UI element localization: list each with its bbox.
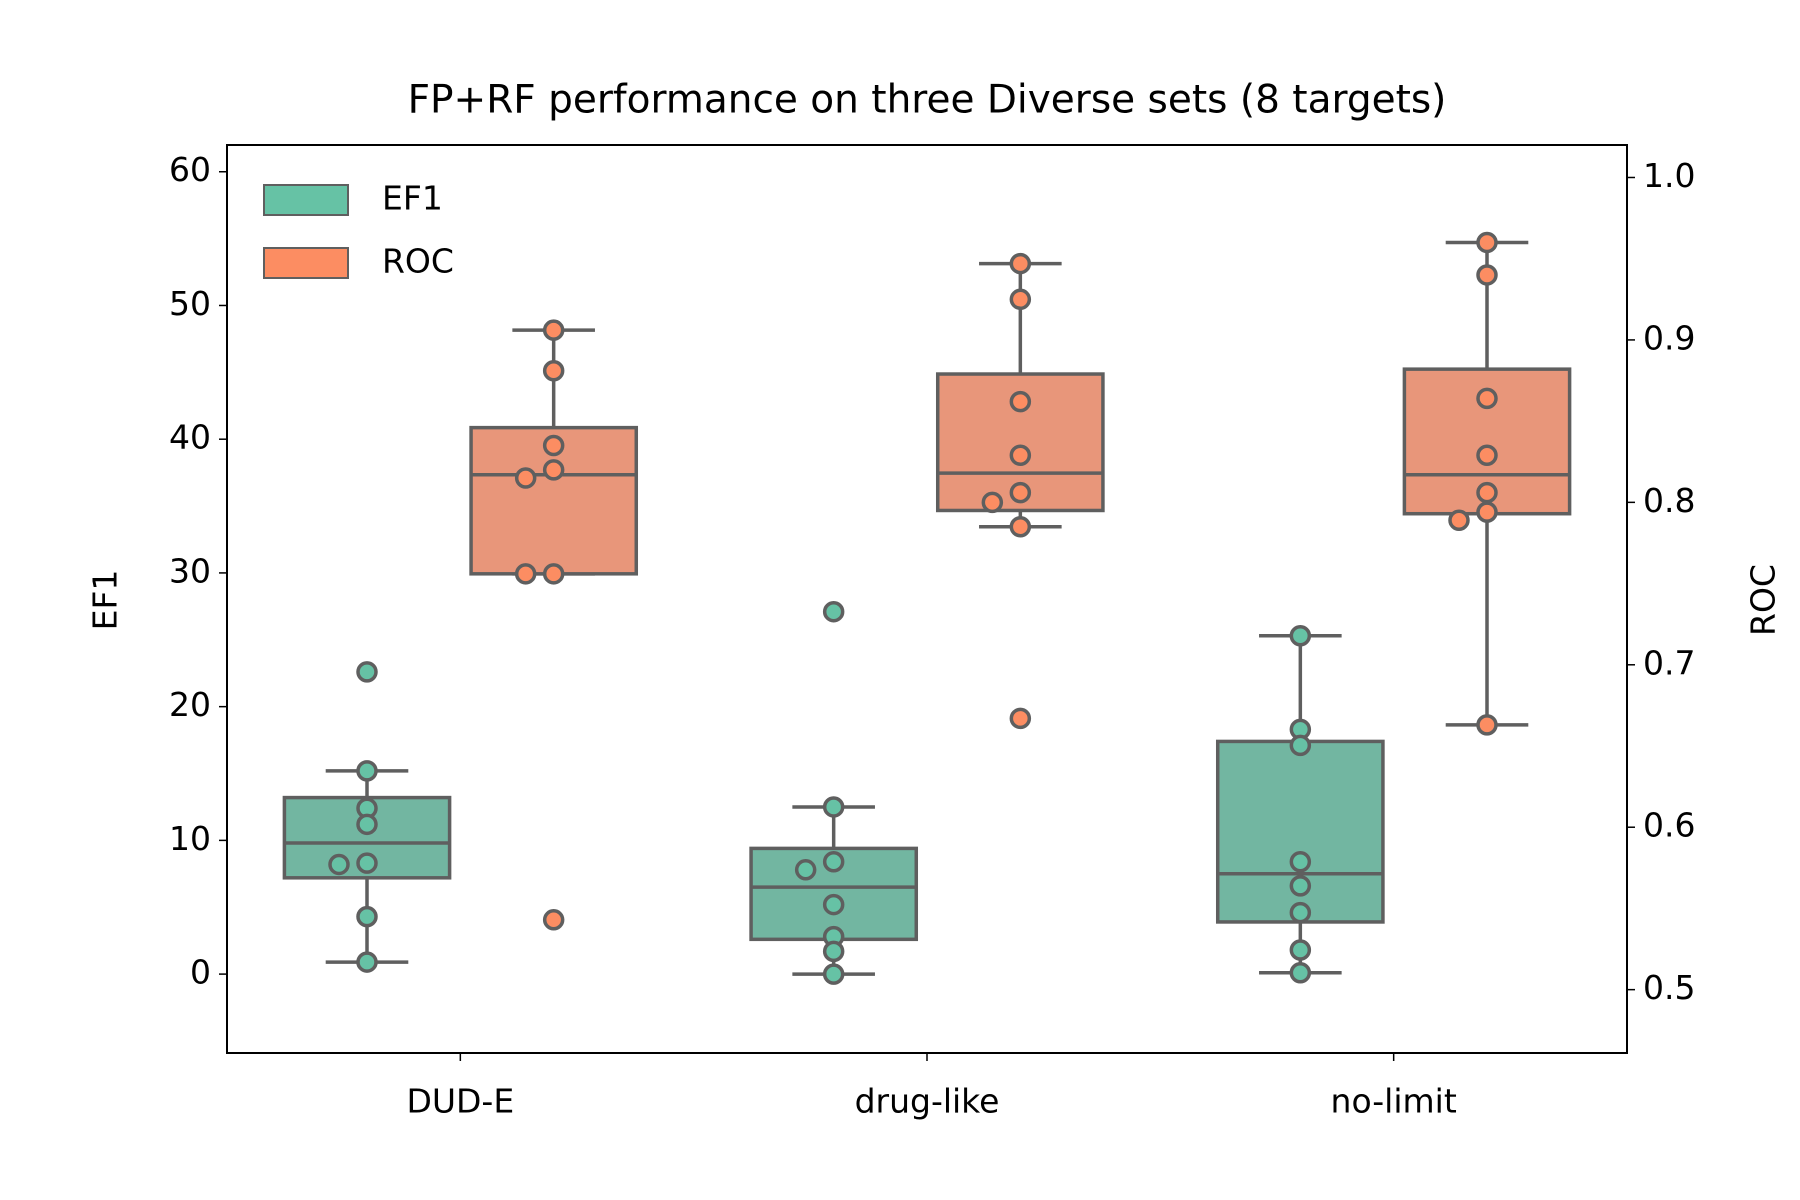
y-tick-label: 40 [169, 418, 211, 457]
y2-tick-label: 0.5 [1643, 968, 1695, 1007]
point [356, 951, 378, 973]
point [1009, 288, 1032, 311]
point [981, 491, 1004, 514]
point [1009, 444, 1032, 466]
point [1476, 481, 1498, 504]
point [1289, 625, 1312, 647]
x-tick-label: drug-like [855, 1082, 1000, 1121]
point [1476, 444, 1498, 466]
point [356, 760, 378, 782]
y-tick-label: 10 [169, 819, 211, 858]
point [1009, 481, 1032, 504]
point [1476, 501, 1498, 523]
point [1289, 939, 1312, 961]
point [1289, 734, 1312, 757]
legend-swatch [263, 184, 349, 216]
point [1009, 390, 1032, 413]
point [794, 859, 817, 881]
point [1476, 714, 1498, 736]
point [1289, 875, 1312, 897]
point [1448, 509, 1470, 531]
point [356, 661, 378, 683]
point [542, 909, 565, 931]
point [822, 851, 845, 873]
point [822, 893, 845, 916]
point [1009, 707, 1032, 730]
point [1289, 851, 1312, 873]
point [822, 600, 845, 623]
point [1476, 231, 1498, 254]
point [514, 563, 537, 585]
x-tick-label: DUD-E [406, 1082, 514, 1121]
point [542, 434, 565, 457]
y-tick-label: 50 [169, 284, 211, 323]
point [1476, 264, 1498, 286]
point [822, 796, 845, 818]
point [542, 459, 565, 481]
point [328, 853, 350, 876]
point [542, 319, 565, 341]
point [542, 360, 565, 382]
y-tick-label: 20 [169, 685, 211, 724]
chart-title: FP+RF performance on three Diverse sets … [408, 78, 1447, 123]
point [1289, 901, 1312, 924]
point [356, 852, 378, 874]
y2-tick-label: 0.8 [1643, 481, 1695, 520]
legend-label: ROC [382, 242, 454, 281]
y-tick-label: 0 [190, 953, 211, 992]
point [822, 940, 845, 963]
legend-label: EF1 [382, 179, 443, 218]
y-tick-label: 30 [169, 551, 211, 590]
plot-frame [226, 144, 1628, 1054]
point [514, 467, 537, 489]
x-tick-label: no-limit [1331, 1082, 1457, 1121]
y-axis-label: EF1 [86, 570, 125, 631]
y2-axis-label: ROC [1744, 564, 1783, 636]
point [356, 905, 378, 928]
point [822, 963, 845, 985]
y2-tick-label: 1.0 [1643, 156, 1695, 195]
point [1476, 387, 1498, 410]
y2-tick-label: 0.6 [1643, 806, 1695, 845]
point [1009, 252, 1032, 275]
point [356, 813, 378, 836]
y2-tick-label: 0.7 [1643, 643, 1695, 682]
point [1009, 515, 1032, 538]
legend-swatch [263, 247, 349, 279]
y-tick-label: 60 [169, 150, 211, 189]
point [542, 563, 565, 585]
y2-tick-label: 0.9 [1643, 318, 1695, 357]
point [1289, 962, 1312, 984]
